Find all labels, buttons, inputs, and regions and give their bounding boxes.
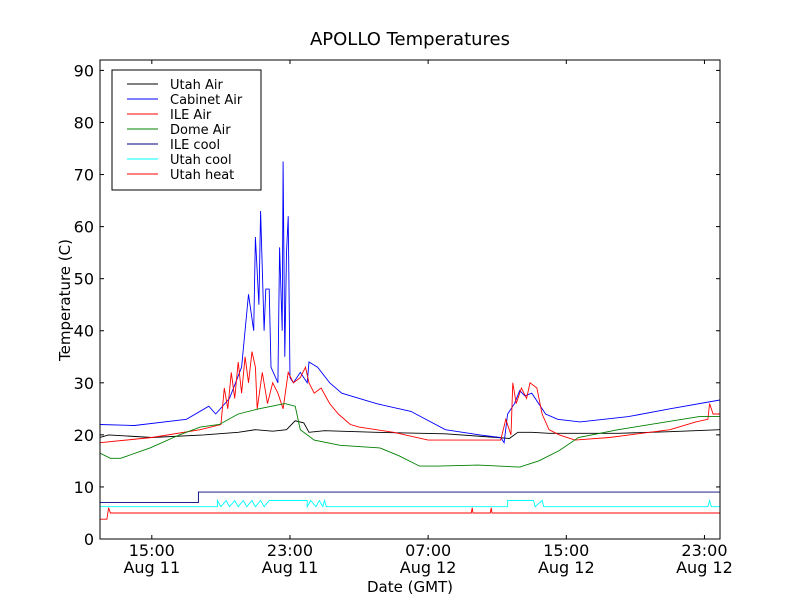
series-group: [100, 161, 720, 520]
series-line-ile-air: [100, 351, 720, 444]
series-line-utah-air: [100, 420, 720, 439]
series-line-ile-cool: [100, 491, 720, 504]
legend-label: Dome Air: [170, 123, 231, 138]
y-axis-label: Temperature (C): [56, 239, 74, 362]
series-line-utah-cool: [100, 498, 720, 509]
y-tick-label: 70: [74, 166, 94, 185]
x-tick-label: 23:00: [681, 541, 727, 560]
x-tick-label: 15:00: [543, 541, 589, 560]
x-tick-label: 07:00: [405, 541, 451, 560]
legend-label: ILE Air: [170, 108, 212, 123]
y-tick-label: 50: [74, 270, 94, 289]
series-line-utah-heat: [100, 507, 720, 520]
series-line-dome-air: [100, 403, 720, 468]
legend-label: Utah Air: [170, 78, 223, 93]
y-tick-label: 40: [74, 322, 94, 341]
chart-title: APOLLO Temperatures: [310, 29, 510, 50]
legend-box: [111, 69, 262, 191]
legend-label: Cabinet Air: [170, 93, 243, 108]
x-axis-label: Date (GMT): [367, 578, 453, 596]
y-tick-label: 10: [74, 478, 94, 497]
x-tick-label: 15:00: [129, 541, 175, 560]
y-tick-label: 20: [74, 426, 94, 445]
x-tick-label-date: Aug 12: [676, 558, 733, 577]
y-tick-label: 80: [74, 113, 94, 132]
y-tick-label: 60: [74, 218, 94, 237]
y-tick-label: 0: [84, 530, 94, 549]
y-tick-label: 30: [74, 374, 94, 393]
legend-label: ILE cool: [170, 138, 220, 153]
x-tick-label-date: Aug 12: [400, 558, 457, 577]
x-tick-label-date: Aug 12: [538, 558, 595, 577]
plot-frame: [99, 59, 721, 540]
x-tick-label-date: Aug 11: [262, 558, 319, 577]
x-tick-label-date: Aug 11: [123, 558, 180, 577]
legend-label: Utah heat: [170, 168, 234, 183]
y-tick-label: 90: [74, 61, 94, 80]
x-tick-label: 23:00: [267, 541, 313, 560]
legend-label: Utah cool: [170, 153, 232, 168]
